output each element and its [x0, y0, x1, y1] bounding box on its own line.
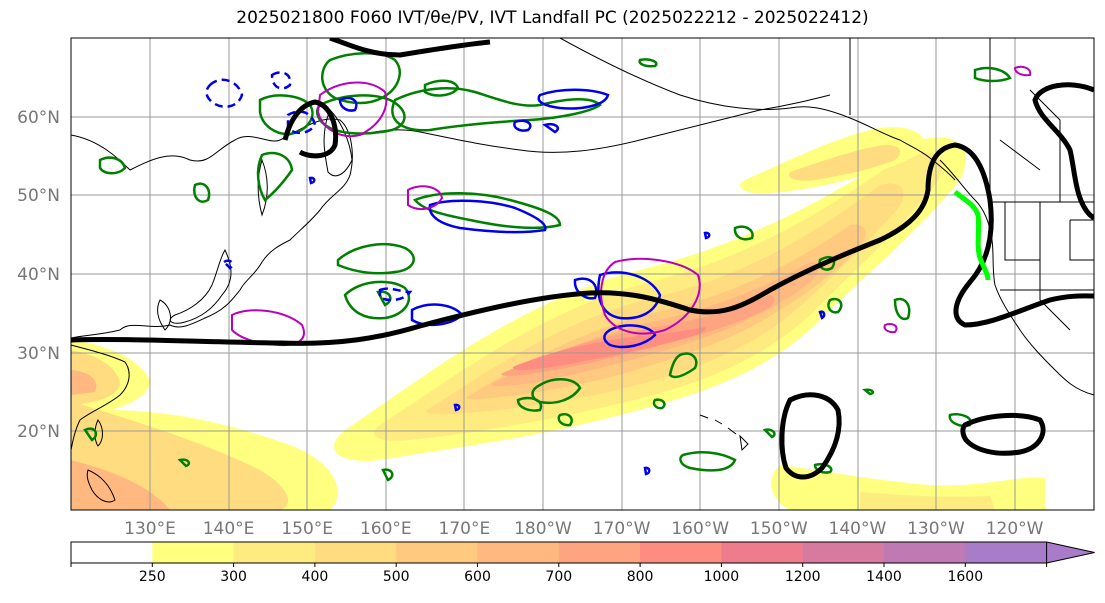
ivt-loop-south-2 [960, 413, 1046, 456]
us-states-2 [1039, 202, 1071, 331]
colorbar-tick-label: 300 [220, 569, 247, 585]
ivt-contour [71, 38, 1094, 480]
longitude-label: 120°W [986, 519, 1044, 539]
ivt-asia-contour [329, 38, 491, 58]
philippines-coast [86, 469, 116, 503]
na-west-coast [939, 159, 1094, 396]
colorbar-tick-label: 1200 [785, 569, 821, 585]
longitude-label: 130°W [907, 519, 965, 539]
colorbar: 250 300 400 500 600 700 800 1000 1200 1400 1600 [70, 541, 1095, 585]
latitude-label: 40°N [17, 265, 60, 285]
colorbar-segment [477, 542, 560, 563]
colorbar-tick-label: 250 [139, 569, 166, 585]
ivt-shading-800 [513, 327, 706, 370]
colorbar-segment [802, 542, 885, 563]
alaska-coast [559, 38, 956, 181]
colorbar-segment [640, 542, 722, 563]
ivt-shading [71, 127, 1045, 510]
longitude-label: 130°E [124, 519, 176, 539]
colorbar-tick-label: 700 [545, 569, 572, 585]
longitude-label: 160°E [360, 519, 412, 539]
colorbar-segment [314, 542, 397, 563]
korea-coast [157, 299, 171, 331]
longitude-labels: 130°E 140°E 150°E 160°E 170°E 180°W 170°W 160°W… [124, 519, 1044, 539]
ivt-loop-south [779, 392, 842, 480]
japan-coast [169, 248, 232, 324]
longitude-label: 140°W [829, 519, 887, 539]
colorbar-tick-label: 800 [627, 569, 654, 585]
colorbar-tick-label: 1600 [947, 569, 983, 585]
longitude-label: 150°E [281, 519, 333, 539]
colorbar-segment [721, 542, 804, 563]
colorbar-tick-label: 1400 [866, 569, 902, 585]
taiwan-coast [94, 419, 103, 447]
longitude-label: 150°W [750, 519, 808, 539]
china-coast [71, 344, 130, 451]
asia-coast [71, 118, 353, 339]
colorbar-tick-label: 1000 [704, 569, 740, 585]
ivt-shading-300-north [789, 144, 901, 181]
us-states-1 [1004, 202, 1040, 261]
latitude-label: 60°N [17, 108, 60, 128]
longitude-label: 160°W [671, 519, 729, 539]
colorbar-segment [233, 542, 316, 563]
longitude-label: 170°W [593, 519, 651, 539]
latitude-labels: 60°N 50°N 40°N 30°N 20°N [17, 108, 60, 442]
map-frame [70, 37, 1095, 511]
colorbar-segment [396, 542, 478, 563]
ivt-main-contour [71, 142, 1094, 346]
colorbar-segment [884, 542, 966, 563]
ivt-shading-500-sw [71, 370, 170, 510]
latitude-label: 50°N [17, 186, 60, 206]
canada-provinces [989, 38, 1061, 202]
colorbar-extend-arrow [1046, 541, 1095, 564]
pv-negative-contours [231, 65, 1032, 347]
map-area [71, 38, 1094, 510]
ivt-asia-contour-2 [282, 99, 339, 159]
latitude-label: 20°N [17, 422, 60, 442]
longitude-label: 140°E [203, 519, 255, 539]
colorbar-segment [152, 542, 235, 563]
colorbar-segment [965, 542, 1048, 563]
gridlines [71, 38, 1094, 510]
latitude-label: 30°N [17, 344, 60, 364]
ivt-shading-300-se [860, 492, 995, 510]
us-states-3 [1069, 219, 1094, 261]
map-title: 2025021800 F060 IVT/θe/PV, IVT Landfall … [0, 8, 1105, 28]
ivt-ne-contour [1032, 82, 1094, 220]
ivt-shading-300-sw [71, 350, 289, 510]
aleutians [359, 94, 831, 153]
longitude-label: 180°W [514, 519, 572, 539]
title-text: 2025021800 F060 IVT/θe/PV, IVT Landfall … [236, 8, 869, 28]
colorbar-segment [71, 542, 153, 563]
colorbar-tick-label: 400 [302, 569, 329, 585]
colorbar-tick-label: 600 [464, 569, 491, 585]
colorbar-tick-label: 500 [383, 569, 410, 585]
colorbar-segment [558, 542, 641, 563]
coastlines [71, 38, 1094, 503]
longitude-label: 170°E [439, 519, 491, 539]
landfall-segment [953, 190, 991, 281]
hawaii [699, 414, 749, 452]
